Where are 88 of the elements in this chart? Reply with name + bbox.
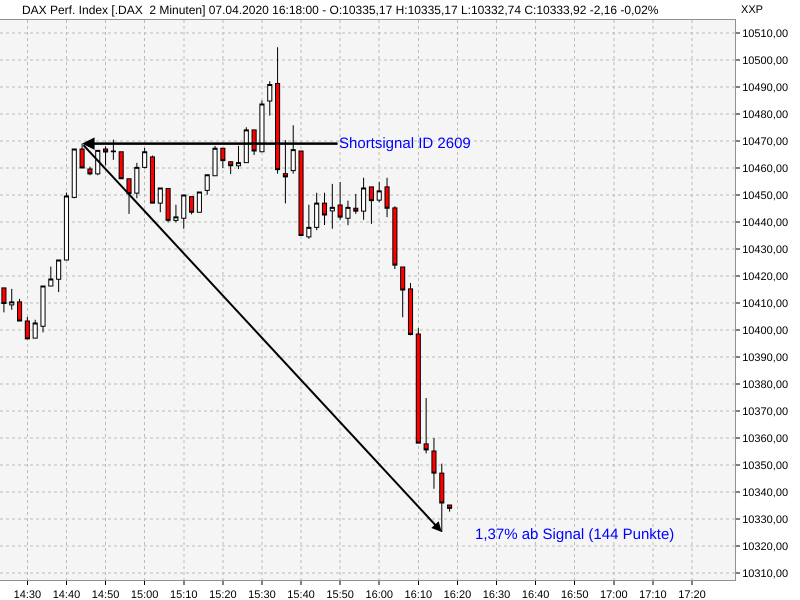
y-tick-label: 10450,00 <box>742 190 788 202</box>
candlestick <box>40 285 46 333</box>
y-tick-label: 10440,00 <box>742 216 788 229</box>
candlestick <box>384 177 390 218</box>
candlestick <box>32 319 38 339</box>
candlestick <box>173 204 178 224</box>
candlestick <box>400 266 406 318</box>
x-tick-label: 16:10 <box>404 589 432 600</box>
candlestick <box>267 80 272 116</box>
y-tick-label: 10380,00 <box>742 378 788 391</box>
x-tick-label: 15:10 <box>170 589 198 600</box>
candlestick <box>408 282 414 336</box>
x-tick-label: 16:20 <box>444 589 472 600</box>
y-tick-label: 10480,00 <box>742 108 788 121</box>
x-tick-label: 17:00 <box>600 589 628 600</box>
candlestick <box>48 266 54 286</box>
candlestick <box>158 187 163 213</box>
y-tick-label: 10510,00 <box>742 28 788 40</box>
candlestick <box>392 206 398 270</box>
candlestick <box>134 162 140 199</box>
candlestick <box>330 183 335 230</box>
candlestick <box>424 398 429 454</box>
candlestick <box>306 204 312 240</box>
y-tick-label: 10500,00 <box>742 54 788 67</box>
x-tick-label: 16:30 <box>482 589 510 600</box>
candlestick <box>431 437 437 490</box>
x-tick-label: 17:20 <box>678 589 706 600</box>
y-tick-label: 10340,00 <box>742 486 788 499</box>
candlestick <box>376 181 382 203</box>
candlestick <box>142 147 148 170</box>
y-tick-label: 10490,00 <box>742 82 788 94</box>
candlestick <box>189 196 194 215</box>
candlestick <box>126 178 132 214</box>
candlestick <box>204 174 210 196</box>
y-tick-label: 10410,00 <box>742 298 788 310</box>
x-tick-label: 15:50 <box>326 589 354 600</box>
y-tick-label: 10420,00 <box>742 270 788 283</box>
candlestick <box>353 193 358 214</box>
candlestick <box>1 287 6 313</box>
candlestick <box>361 177 366 220</box>
x-tick-label: 15:30 <box>248 589 276 600</box>
candlestick <box>228 160 234 175</box>
y-tick-label: 10460,00 <box>742 162 788 175</box>
candlestick <box>322 192 328 226</box>
x-tick-label: 14:40 <box>52 589 80 600</box>
y-axis-title: XXP <box>741 4 764 16</box>
candlestick <box>314 192 320 231</box>
x-tick-label: 14:30 <box>14 589 42 600</box>
candlestick <box>166 187 171 224</box>
x-tick-label: 15:20 <box>209 589 237 600</box>
x-tick-label: 14:50 <box>92 589 120 600</box>
candlestick <box>220 148 226 168</box>
candlestick <box>24 316 30 340</box>
candlestick <box>416 328 421 444</box>
y-tick-label: 10320,00 <box>742 540 788 553</box>
candlestick <box>368 186 374 224</box>
x-tick-label: 16:00 <box>365 589 393 600</box>
y-tick-label: 10430,00 <box>742 244 788 256</box>
x-tick-label: 15:00 <box>130 589 158 600</box>
y-tick-label: 10370,00 <box>742 406 788 418</box>
y-tick-label: 10350,00 <box>742 460 788 472</box>
candlestick <box>118 151 124 180</box>
candlestick <box>17 298 22 322</box>
annotation: 1,37% ab Signal (144 Punkte) <box>475 526 674 543</box>
candlestick <box>298 150 304 236</box>
candlestick <box>72 148 77 199</box>
x-tick-label: 17:10 <box>639 589 667 600</box>
y-tick-label: 10310,00 <box>742 568 788 580</box>
y-tick-label: 10390,00 <box>742 352 788 364</box>
chart-title: DAX Perf. Index [.DAX 2 Minuten] 07.04.2020 16:18:00 - O:10335,17 H:10335,17 L:10332,74 C:10333,92 -2,16 -0,02% <box>22 3 659 18</box>
y-tick-label: 10470,00 <box>742 136 788 148</box>
annotation: Shortsignal ID 2609 <box>339 135 471 152</box>
candlestick <box>150 155 156 204</box>
candlestick <box>338 182 343 220</box>
x-tick-label: 16:50 <box>560 589 588 600</box>
y-tick-label: 10360,00 <box>742 432 788 445</box>
candlestick <box>56 260 62 293</box>
y-tick-label: 10400,00 <box>742 324 788 337</box>
candlestick <box>447 504 452 512</box>
candlestick <box>87 166 92 176</box>
candlestick <box>64 192 70 261</box>
candlestick <box>181 194 186 230</box>
candlestick <box>196 192 202 213</box>
candlestick <box>345 200 350 226</box>
x-tick-label: 15:40 <box>287 589 315 600</box>
y-tick-label: 10330,00 <box>742 514 788 526</box>
x-tick-label: 16:40 <box>522 589 550 600</box>
candlestick <box>9 288 14 310</box>
